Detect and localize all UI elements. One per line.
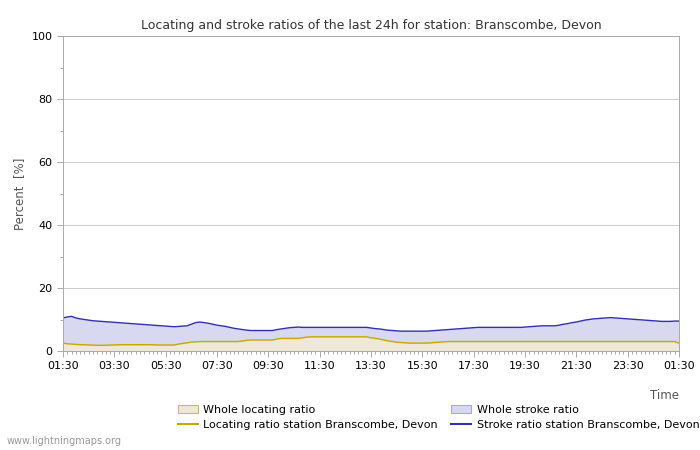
Title: Locating and stroke ratios of the last 24h for station: Branscombe, Devon: Locating and stroke ratios of the last 2… <box>141 19 601 32</box>
Legend: Whole locating ratio, Locating ratio station Branscombe, Devon, Whole stroke rat: Whole locating ratio, Locating ratio sta… <box>174 400 700 434</box>
Text: www.lightningmaps.org: www.lightningmaps.org <box>7 436 122 446</box>
Y-axis label: Percent  [%]: Percent [%] <box>13 158 26 230</box>
Text: Time: Time <box>650 389 679 402</box>
